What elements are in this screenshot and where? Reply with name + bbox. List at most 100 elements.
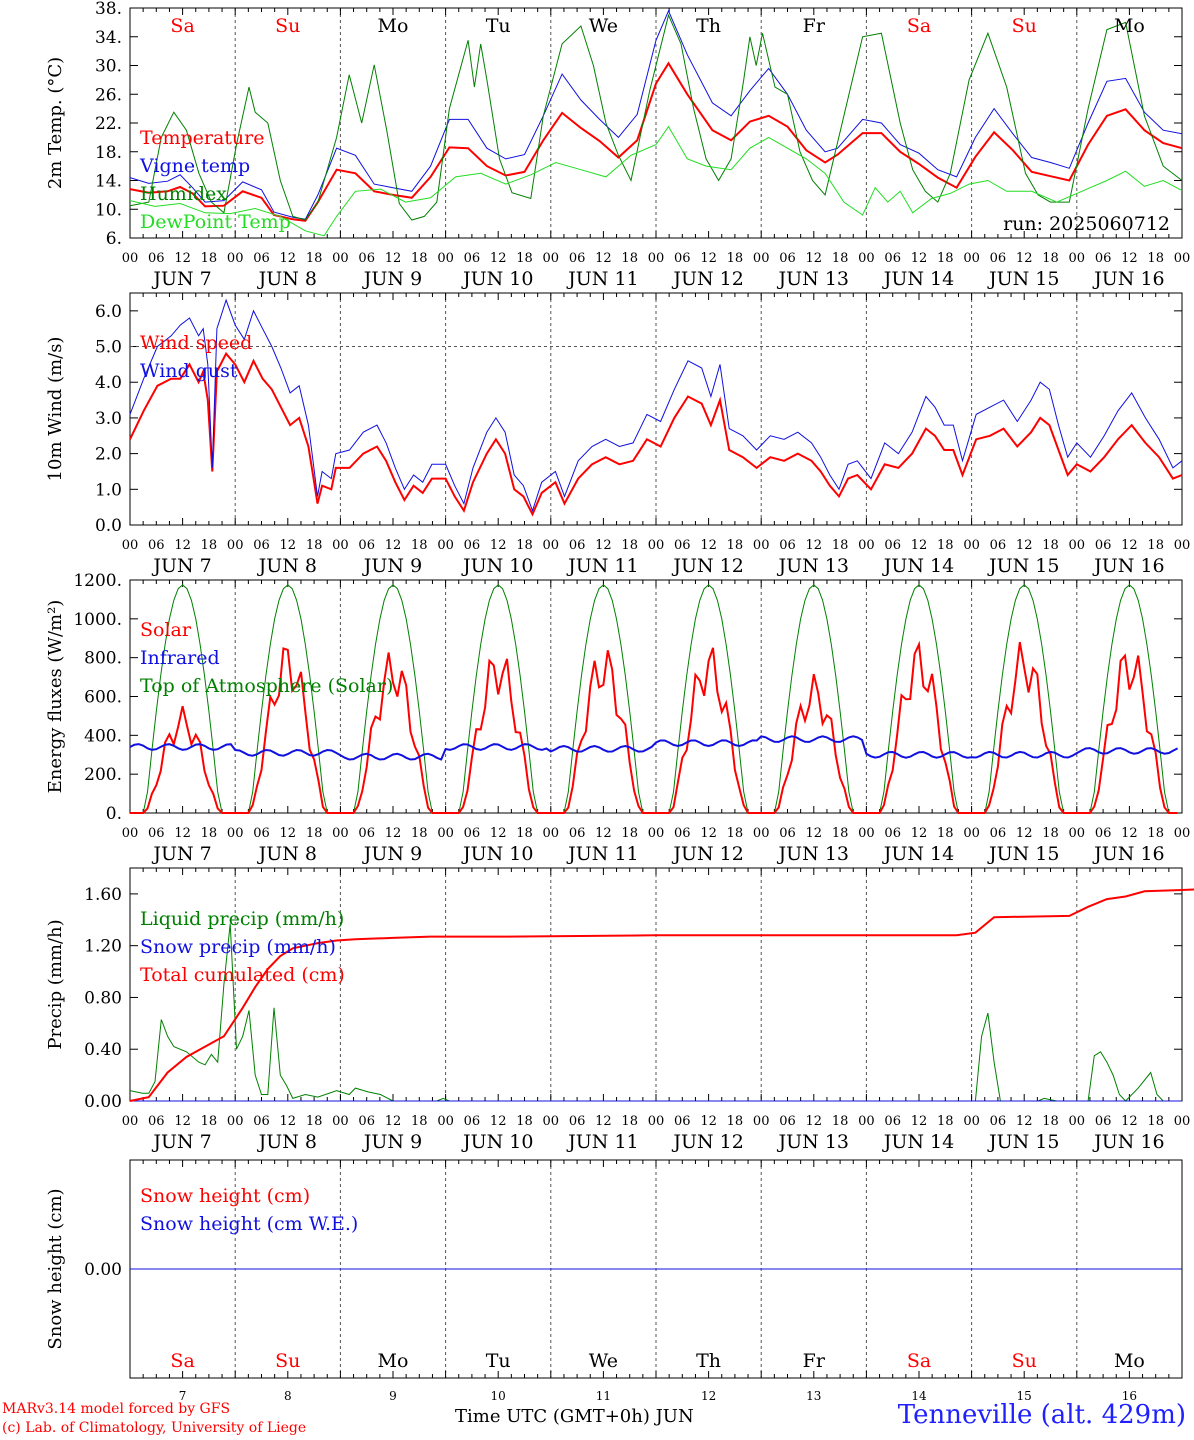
temperature-legend-entry: Humidex (140, 183, 227, 205)
snow-y-axis-label: Snow height (cm) (45, 1188, 66, 1349)
energy-hour-tick-label: 12 (490, 826, 507, 841)
temperature-day-label: JUN 14 (882, 268, 954, 290)
temperature-day-label: JUN 8 (257, 268, 317, 290)
wind-hour-tick-label: 12 (700, 538, 717, 553)
temperature-day-label: JUN 10 (461, 268, 533, 290)
wind-y-tick-label: 0.0 (95, 516, 122, 536)
temperature-hour-tick-label: 12 (595, 251, 612, 266)
temperature-y-tick-label: 18. (95, 143, 122, 163)
temperature-hour-tick-label: 00 (437, 251, 454, 266)
precip-hour-tick-label: 00 (963, 1114, 980, 1129)
precip-hour-tick-label: 06 (358, 1114, 375, 1129)
series-humidex (129, 9, 1183, 220)
precip-y-axis-label: Precip (mm/h) (45, 919, 66, 1049)
temperature-hour-tick-label: 06 (464, 251, 481, 266)
temperature-day-label: JUN 15 (987, 268, 1059, 290)
wind-hour-tick-label: 18 (1147, 538, 1164, 553)
wind-hour-tick-label: 12 (911, 538, 928, 553)
precip-hour-tick-label: 00 (122, 1114, 139, 1129)
precip-day-label: JUN 14 (882, 1131, 954, 1153)
precip-day-label: JUN 10 (461, 1131, 533, 1153)
wind-hour-tick-label: 12 (1121, 538, 1138, 553)
temperature-hour-tick-label: 18 (411, 251, 428, 266)
wind-day-label: JUN 11 (566, 555, 638, 577)
energy-y-tick-label: 0. (106, 804, 122, 824)
time-axis-label: Time UTC (GMT+0h) JUN (455, 1406, 694, 1427)
temperature-y-tick-label: 30. (95, 57, 122, 77)
series-wind-speed (129, 351, 1183, 517)
precip-legend-entry: Liquid precip (mm/h) (140, 908, 344, 930)
precip-hour-tick-label: 00 (227, 1114, 244, 1129)
energy-hour-tick-label: 18 (832, 826, 849, 841)
temperature-y-axis-label: 2m Temp. (°C) (45, 57, 66, 189)
precip-y-tick-label: 0.40 (84, 1040, 122, 1060)
precip-day-label: JUN 12 (671, 1131, 743, 1153)
energy-day-label: JUN 11 (566, 843, 638, 865)
wind-hour-tick-label: 06 (148, 538, 165, 553)
wind-legend-entry: Wind speed (140, 332, 252, 354)
energy-hour-tick-label: 06 (464, 826, 481, 841)
series-temperature (129, 61, 1183, 222)
series-infrared (129, 735, 1179, 761)
energy-hour-tick-label: 12 (280, 826, 297, 841)
energy-day-label: JUN 15 (987, 843, 1059, 865)
snow-day-number: 10 (491, 1389, 506, 1403)
weekday-label: Sa (907, 1350, 931, 1372)
precip-hour-tick-label: 18 (1042, 1114, 1059, 1129)
energy-day-label: JUN 14 (882, 843, 954, 865)
wind-hour-tick-label: 06 (1095, 538, 1112, 553)
station-label: Tenneville (alt. 429m) (897, 1400, 1186, 1430)
energy-hour-tick-label: 18 (306, 826, 323, 841)
energy-hour-tick-label: 12 (595, 826, 612, 841)
wind-hour-tick-label: 18 (727, 538, 744, 553)
wind-hour-tick-label: 00 (543, 538, 560, 553)
wind-day-label: JUN 15 (987, 555, 1059, 577)
snow-day-number: 14 (911, 1389, 927, 1403)
precip-day-label: JUN 16 (1092, 1131, 1164, 1153)
wind-hour-tick-label: 18 (621, 538, 638, 553)
energy-day-label: JUN 8 (257, 843, 317, 865)
precip-hour-tick-label: 06 (674, 1114, 691, 1129)
wind-hour-tick-label: 12 (595, 538, 612, 553)
temperature-hour-tick-label: 18 (1147, 251, 1164, 266)
wind-day-label: JUN 13 (777, 555, 849, 577)
series-wind-gust (129, 298, 1183, 513)
temperature-hour-tick-label: 18 (201, 251, 218, 266)
weekday-label: Mo (378, 1350, 409, 1372)
temperature-hour-tick-label: 12 (174, 251, 191, 266)
snow-day-number: 9 (389, 1389, 397, 1403)
temperature-hour-tick-label: 06 (253, 251, 270, 266)
precip-y-tick-label: 1.20 (84, 937, 122, 957)
wind-hour-tick-label: 06 (990, 538, 1007, 553)
series-vigne-temp (129, 13, 1183, 221)
snow-day-number: 15 (1017, 1389, 1032, 1403)
energy-hour-tick-label: 12 (174, 826, 191, 841)
wind-hour-tick-label: 00 (122, 538, 139, 553)
series-liquid-precip-mm-h- (129, 923, 1164, 1102)
weekday-label: Sa (170, 15, 194, 37)
temperature-day-label: JUN 7 (151, 268, 211, 290)
precip-hour-tick-label: 12 (1121, 1114, 1138, 1129)
energy-day-label: JUN 13 (777, 843, 849, 865)
precip-hour-tick-label: 12 (700, 1114, 717, 1129)
series-solar (130, 640, 1178, 814)
precip-hour-tick-label: 00 (332, 1114, 349, 1129)
temperature-hour-tick-label: 00 (648, 251, 665, 266)
snow-legend-entry: Snow height (cm) (140, 1185, 310, 1207)
series-total-cumulated-cm- (129, 888, 1194, 1102)
wind-day-label: JUN 7 (151, 555, 211, 577)
energy-hour-tick-label: 18 (516, 826, 533, 841)
temperature-day-label: JUN 11 (566, 268, 638, 290)
precip-legend-entry: Total cumulated (cm) (140, 964, 345, 986)
energy-legend-entry: Solar (140, 619, 192, 641)
temperature-hour-tick-label: 00 (122, 251, 139, 266)
wind-day-label: JUN 14 (882, 555, 954, 577)
temperature-hour-tick-label: 12 (1016, 251, 1033, 266)
energy-hour-tick-label: 06 (358, 826, 375, 841)
temperature-hour-tick-label: 00 (543, 251, 560, 266)
wind-hour-tick-label: 18 (516, 538, 533, 553)
temperature-hour-tick-label: 12 (1121, 251, 1138, 266)
precip-hour-tick-label: 12 (1016, 1114, 1033, 1129)
temperature-hour-tick-label: 00 (1069, 251, 1086, 266)
